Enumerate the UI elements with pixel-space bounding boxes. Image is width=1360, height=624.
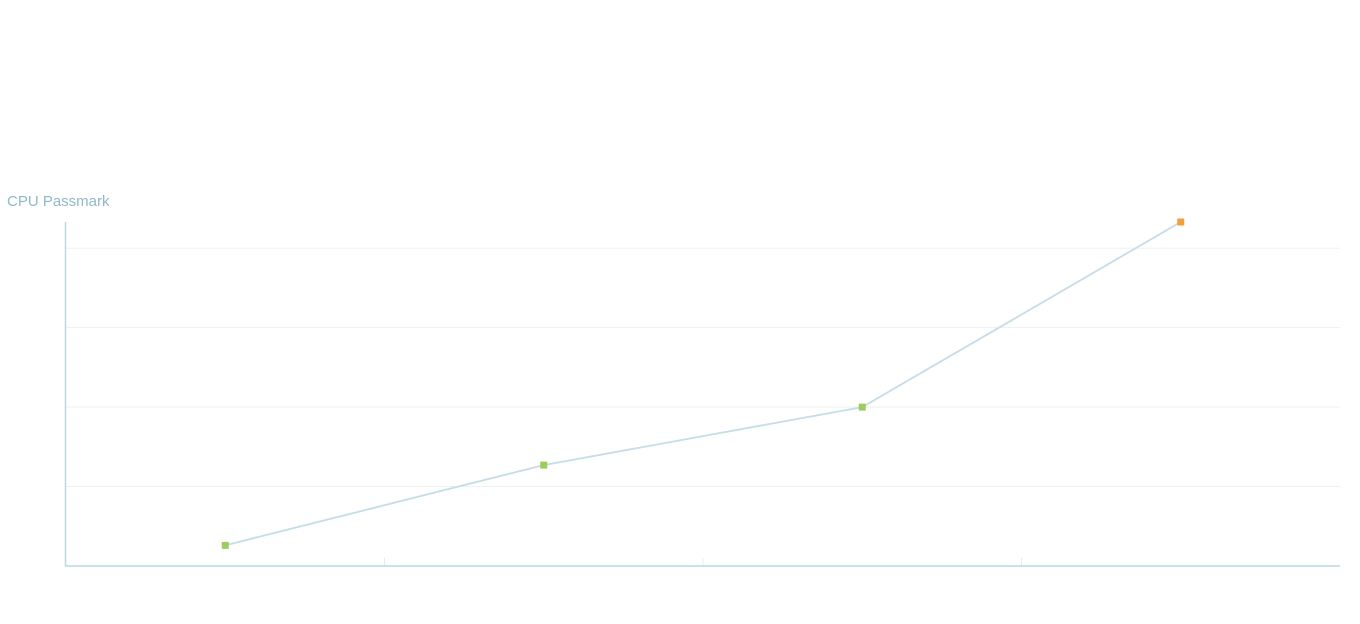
- data-point: [858, 403, 866, 411]
- chart-title: CPU Passmark: [7, 193, 110, 210]
- line: [225, 221, 1182, 547]
- data-point: [540, 461, 548, 469]
- data-point: [221, 541, 229, 549]
- data-point: [1177, 218, 1185, 226]
